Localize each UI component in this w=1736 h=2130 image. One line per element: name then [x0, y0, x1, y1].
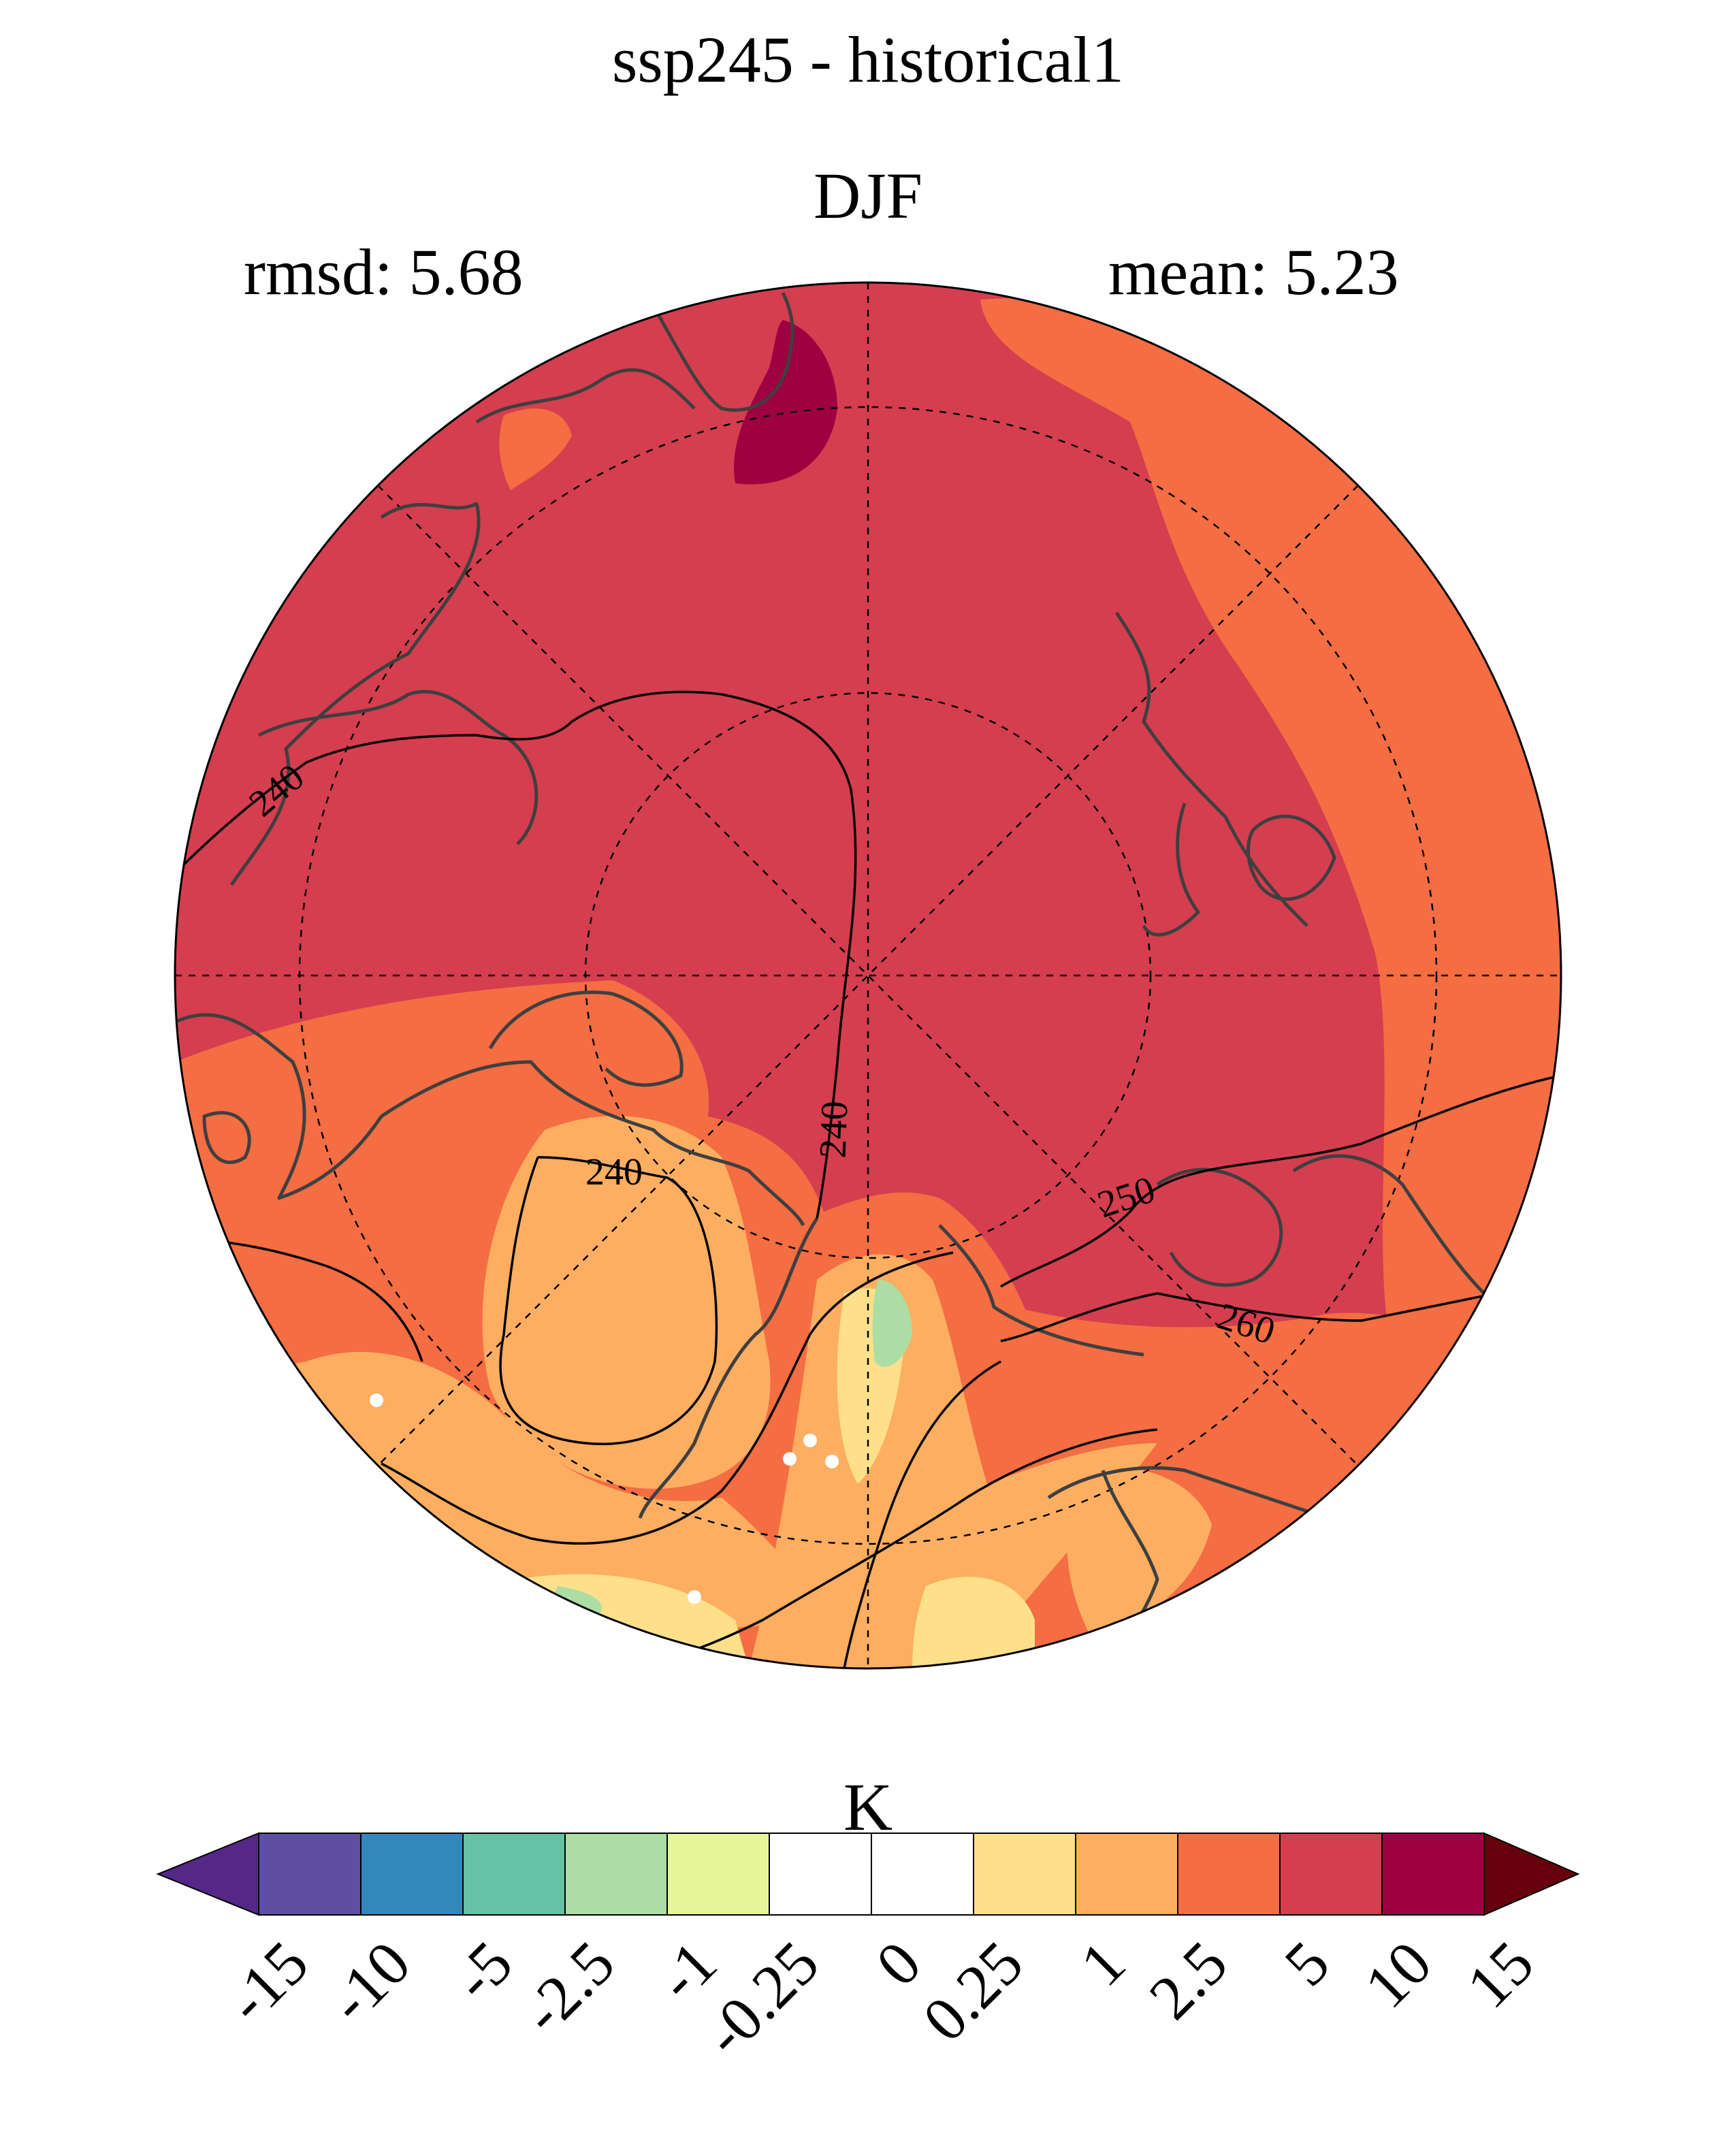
mean-label: mean: 5.23 [1108, 236, 1399, 308]
colorbar-tick-label: 5 [1271, 1928, 1343, 1999]
colorbar-cell [360, 1833, 464, 1916]
colorbar-under-triangle [156, 1832, 259, 1916]
colorbar-cell [666, 1833, 770, 1916]
colorbar-tick-label: 10 [1351, 1928, 1445, 2021]
colorbar-cell [1177, 1833, 1281, 1916]
map-fill: 240 240 240 250 260 [175, 283, 1561, 1668]
colorbar-unit: K [843, 1769, 893, 1845]
colorbar-cell [1075, 1833, 1178, 1916]
colorbar-tick-label: 1 [1067, 1928, 1138, 1999]
colorbar-cell [1381, 1833, 1485, 1916]
colorbar-cell [871, 1833, 974, 1916]
colorbar-tick-label: 0 [863, 1928, 934, 1999]
map-boundary [174, 281, 1562, 1670]
colorbar-tick-label: -15 [213, 1928, 321, 2036]
rmsd-label: rmsd: 5.68 [244, 236, 524, 308]
colorbar-tick-label: 2.5 [1136, 1928, 1240, 2032]
colorbar-tick-label: 0.25 [910, 1928, 1036, 2054]
colorbar: K -15-10 -5-2.5 -1-0.25 00.25 12.5 5 10 15 [156, 1769, 1580, 2069]
colorbar-cell [973, 1833, 1076, 1916]
season-label: DJF [813, 159, 923, 232]
colorbar-tick-label: -10 [315, 1928, 423, 2036]
colorbar-over-triangle [1483, 1832, 1580, 1916]
contour-label: 240 [585, 1151, 643, 1193]
colorbar-tick-label: 15 [1453, 1928, 1547, 2021]
colorbar-cell [564, 1833, 668, 1916]
figure-title: ssp245 - historical1 [612, 23, 1124, 96]
colorbar-cell [769, 1833, 872, 1916]
colorbar-tick-label: -2.5 [509, 1928, 628, 2047]
colorbar-cell [1279, 1833, 1383, 1916]
colorbar-tick-label: -0.25 [690, 1928, 832, 2069]
colorbar-cell [462, 1833, 566, 1916]
contour-label: 240 [812, 1100, 856, 1159]
colorbar-cell [258, 1833, 361, 1916]
polar-map: 240 240 240 250 260 [174, 281, 1562, 1670]
